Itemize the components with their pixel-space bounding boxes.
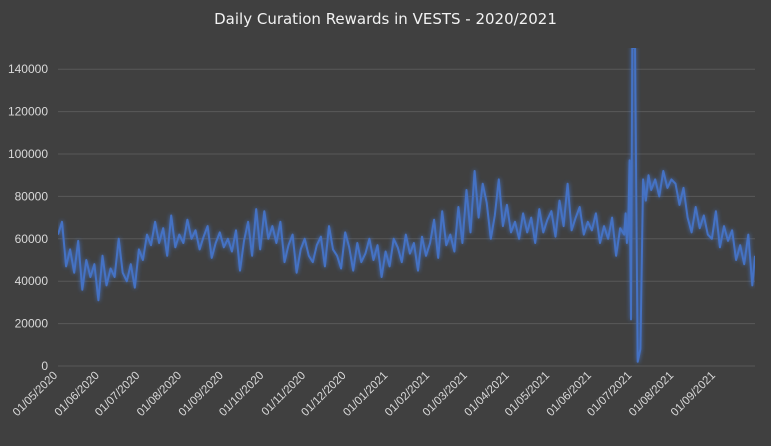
y-tick-label: 60000 <box>15 232 49 246</box>
y-tick-label: 20000 <box>15 317 49 331</box>
chart-title: Daily Curation Rewards in VESTS - 2020/2… <box>214 10 557 28</box>
y-tick-label: 40000 <box>15 274 49 288</box>
series-line <box>58 48 755 363</box>
y-tick-label: 120000 <box>8 105 48 119</box>
y-tick-label: 140000 <box>8 62 48 76</box>
y-tick-label: 80000 <box>15 189 49 203</box>
x-axis-ticks: 01/05/202001/06/202001/07/202001/08/2020… <box>11 370 718 419</box>
y-tick-label: 100000 <box>8 147 48 161</box>
y-axis-ticks: 0 20000 40000 60000 80000 100000 120000 140000 <box>8 62 48 373</box>
y-tick-label: 0 <box>41 359 48 373</box>
gridlines <box>58 68 755 367</box>
x-tick-label: 01/09/2021 <box>669 370 718 419</box>
